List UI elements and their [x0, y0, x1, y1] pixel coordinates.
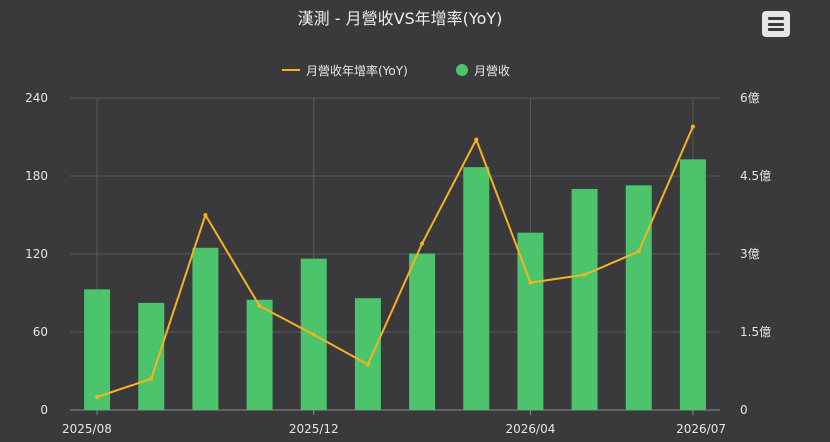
x-axis-tick-label: 2025/12: [289, 422, 339, 436]
x-axis-tick-label: 2025/08: [62, 422, 112, 436]
x-axis: 2025/08 2025/12 2026/04 2026/07: [62, 410, 726, 436]
right-axis-tick-label: 3億: [740, 247, 760, 261]
left-axis-tick-label: 0: [40, 403, 48, 417]
yoy-line[interactable]: [96, 126, 694, 398]
left-axis-tick-label: 60: [33, 325, 48, 339]
bar[interactable]: [354, 298, 381, 410]
menu-icon-bar: [768, 22, 784, 26]
left-axis-tick-label: 120: [25, 247, 48, 261]
yoy-point[interactable]: [420, 241, 425, 246]
bar[interactable]: [138, 302, 165, 410]
right-axis-tick-label: 0: [740, 403, 748, 417]
chart-title: 漢測 - 月營收VS年增率(YoY): [298, 9, 503, 28]
yoy-point[interactable]: [257, 304, 262, 308]
yoy-point[interactable]: [203, 213, 208, 217]
yoy-point[interactable]: [95, 395, 100, 399]
yoy-point[interactable]: [311, 332, 316, 337]
bar[interactable]: [679, 159, 706, 410]
yoy-point[interactable]: [528, 280, 533, 285]
bar[interactable]: [246, 299, 273, 410]
bar[interactable]: [625, 185, 652, 410]
line-series: [95, 124, 695, 399]
yoy-point[interactable]: [636, 249, 641, 254]
left-axis-tick-label: 180: [25, 169, 48, 183]
yoy-point[interactable]: [474, 137, 479, 142]
yoy-point[interactable]: [149, 376, 154, 381]
menu-icon-bar: [768, 17, 784, 20]
grid: [70, 97, 720, 411]
legend-dot-swatch: [456, 64, 468, 76]
bar[interactable]: [192, 247, 219, 410]
right-axis-tick-label: 6億: [740, 91, 760, 105]
left-axis: 0 60 120 180 240: [25, 91, 48, 417]
yoy-point[interactable]: [690, 124, 695, 129]
bar[interactable]: [84, 289, 111, 410]
yoy-point[interactable]: [365, 362, 370, 367]
bar[interactable]: [571, 189, 598, 410]
menu-icon-bar: [768, 28, 784, 31]
chart-menu-button[interactable]: [762, 11, 790, 37]
legend-label-revenue[interactable]: 月營收: [474, 64, 510, 78]
bar[interactable]: [463, 167, 490, 410]
bar[interactable]: [409, 253, 436, 410]
yoy-point[interactable]: [582, 272, 587, 277]
right-axis-tick-label: 1.5億: [740, 325, 771, 339]
bar-series: [84, 159, 706, 410]
legend-label-yoy[interactable]: 月營收年增率(YoY): [306, 63, 408, 78]
left-axis-tick-label: 240: [25, 91, 48, 105]
right-axis-tick-label: 4.5億: [740, 169, 771, 183]
x-axis-tick-label: 2026/07: [676, 422, 726, 436]
right-axis: 0 1.5億 3億 4.5億 6億: [740, 91, 771, 417]
x-axis-tick-label: 2026/04: [505, 422, 555, 436]
legend: 月營收年增率(YoY) 月營收: [282, 63, 510, 78]
